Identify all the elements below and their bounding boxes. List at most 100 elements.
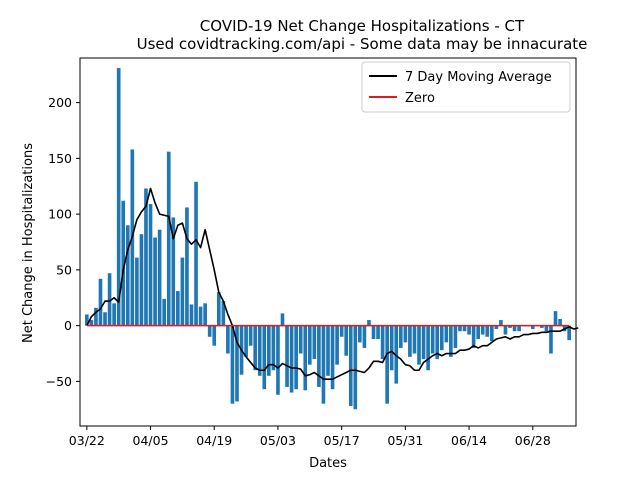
bar (107, 273, 112, 326)
bar (471, 325, 476, 348)
bar (540, 325, 544, 328)
lines (86, 187, 579, 380)
y-axis-label: Net Change in Hospitalizations (21, 143, 36, 343)
plot-area (79, 57, 579, 427)
bar (207, 325, 212, 337)
bar (435, 325, 440, 360)
bar (335, 325, 339, 365)
bar (212, 325, 217, 346)
bar (508, 325, 512, 328)
bar (371, 325, 376, 340)
bar (253, 325, 258, 371)
bar (558, 318, 562, 326)
bar (171, 217, 176, 326)
bar (280, 313, 285, 326)
bar (339, 325, 344, 337)
bar (376, 325, 380, 340)
bar (307, 325, 312, 365)
bar (98, 278, 103, 326)
y-tick-label: 50 (56, 262, 72, 277)
bar (148, 204, 153, 326)
bar (544, 325, 549, 332)
bar (125, 225, 130, 326)
bar (157, 229, 162, 326)
bar (94, 307, 98, 326)
y-tick-label: 200 (48, 95, 72, 110)
y-tick-label: 100 (48, 207, 72, 222)
bar (462, 325, 467, 332)
x-tick-label: 05/17 (324, 433, 360, 448)
bar (244, 325, 248, 357)
x-tick-label: 05/03 (260, 433, 296, 448)
legend-zero-label: Zero (405, 91, 435, 106)
bar (512, 325, 517, 332)
plot-frame (79, 57, 577, 427)
bar (567, 325, 571, 341)
bar (367, 320, 371, 326)
bar (421, 325, 426, 360)
bar (216, 292, 221, 326)
bar (408, 325, 412, 357)
bar (485, 325, 490, 337)
bar (530, 325, 535, 329)
legend-box (361, 61, 571, 113)
x-tick-label: 04/05 (133, 433, 169, 448)
y-tick-label: 150 (48, 151, 72, 166)
bar (430, 325, 435, 354)
bar (444, 325, 449, 343)
bar (235, 325, 239, 402)
bar (439, 325, 444, 351)
bar (153, 237, 157, 326)
bar (358, 325, 362, 343)
bar (230, 325, 235, 404)
bar (449, 325, 453, 357)
x-axis: 03/22 04/05 04/19 05/03 05/17 05/31 06/14 06/28 (69, 426, 551, 448)
x-tick-label: 03/22 (69, 433, 105, 448)
bar (453, 325, 458, 348)
y-axis: −50 0 50 100 150 200 (46, 95, 80, 389)
x-tick-label: 06/14 (451, 433, 487, 448)
bar (494, 325, 499, 329)
bar (139, 234, 144, 326)
y-tick-label: −50 (46, 374, 72, 389)
bar (144, 188, 148, 326)
bar (549, 325, 553, 354)
bar (517, 325, 521, 332)
bar (312, 325, 317, 360)
bar (176, 291, 180, 326)
bar (103, 312, 107, 326)
bar (403, 325, 408, 343)
bar (112, 303, 116, 326)
chart-title: COVID-19 Net Change Hospitalizations - C… (200, 17, 525, 35)
bar (353, 325, 358, 410)
bar (476, 325, 480, 340)
x-tick-label: 04/19 (196, 433, 232, 448)
x-tick-label: 05/31 (387, 433, 423, 448)
bar (348, 325, 353, 406)
bar (248, 325, 253, 346)
bar (467, 325, 471, 335)
bar (185, 207, 189, 326)
bar (226, 325, 230, 354)
x-tick-label: 06/28 (515, 433, 551, 448)
bar (412, 325, 417, 354)
bar (135, 257, 139, 326)
bar (330, 325, 335, 390)
bar (85, 314, 89, 326)
bar (317, 325, 321, 387)
bar (271, 325, 276, 371)
bar (489, 325, 494, 342)
bar (480, 325, 485, 335)
bar (503, 325, 508, 335)
bar (380, 325, 385, 360)
bar (298, 325, 303, 354)
legend-average-label: 7 Day Moving Average (405, 70, 552, 85)
bar (417, 325, 421, 365)
bar (344, 325, 349, 356)
chart-subtitle: Used covidtracking.com/api - Some data m… (137, 35, 588, 53)
bar (189, 304, 194, 326)
bars (85, 68, 571, 410)
bar (499, 320, 503, 326)
bar (362, 325, 367, 348)
